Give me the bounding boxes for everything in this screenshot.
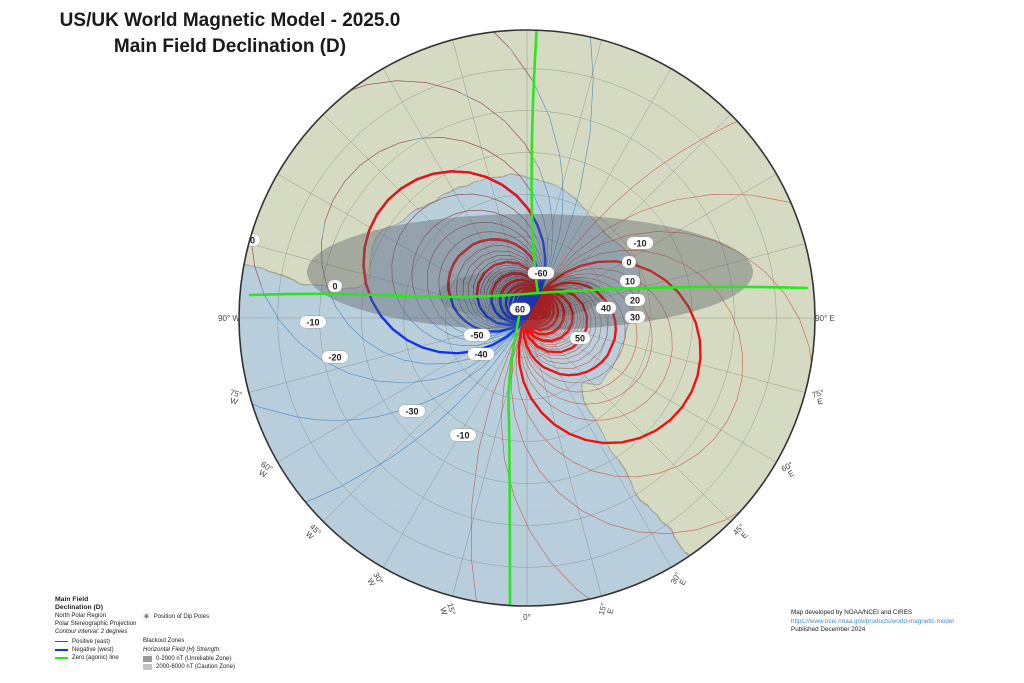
svg-text:60°W: 60°W	[255, 460, 274, 481]
svg-text:15°E: 15°E	[597, 602, 617, 618]
svg-text:30°E: 30°E	[669, 571, 690, 590]
svg-text:90° W: 90° W	[218, 314, 240, 323]
svg-text:-40: -40	[474, 349, 487, 359]
svg-text:30°W: 30°W	[364, 571, 385, 590]
svg-text:-30: -30	[405, 406, 418, 416]
svg-text:-60: -60	[534, 268, 547, 278]
svg-text:20: 20	[630, 295, 640, 305]
svg-text:-10: -10	[456, 430, 469, 440]
svg-text:45°E: 45°E	[731, 522, 752, 543]
svg-text:45°W: 45°W	[302, 522, 323, 543]
svg-text:10: 10	[625, 276, 635, 286]
svg-text:90° E: 90° E	[815, 314, 835, 323]
svg-text:60: 60	[515, 304, 525, 314]
svg-text:0°: 0°	[523, 613, 531, 622]
svg-text:-20: -20	[328, 352, 341, 362]
svg-text:30: 30	[630, 312, 640, 322]
svg-text:-10: -10	[306, 317, 319, 327]
svg-text:0: 0	[332, 281, 337, 291]
svg-text:50: 50	[575, 333, 585, 343]
svg-text:75°W: 75°W	[227, 388, 243, 408]
svg-text:0: 0	[626, 257, 631, 267]
svg-text:60°E: 60°E	[780, 460, 799, 481]
svg-text:15°W: 15°W	[438, 602, 458, 618]
svg-text:-10: -10	[633, 238, 646, 248]
svg-text:75°E: 75°E	[811, 388, 827, 408]
svg-text:40: 40	[601, 303, 611, 313]
svg-text:-50: -50	[470, 330, 483, 340]
